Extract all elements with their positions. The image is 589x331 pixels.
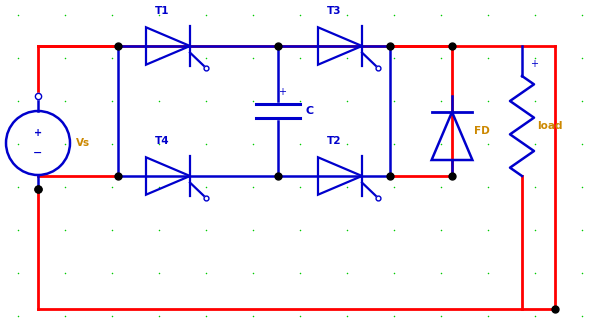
Text: FD: FD [474, 126, 489, 136]
Text: +: + [34, 128, 42, 138]
Text: +: + [278, 87, 286, 97]
Text: T2: T2 [327, 136, 341, 146]
Text: load: load [537, 121, 562, 131]
Text: Vs: Vs [76, 138, 90, 148]
Text: T3: T3 [327, 6, 341, 16]
Text: T1: T1 [155, 6, 169, 16]
Text: T4: T4 [155, 136, 169, 146]
Text: +: + [530, 59, 538, 69]
Text: −: − [34, 148, 42, 158]
Text: C: C [306, 106, 314, 116]
